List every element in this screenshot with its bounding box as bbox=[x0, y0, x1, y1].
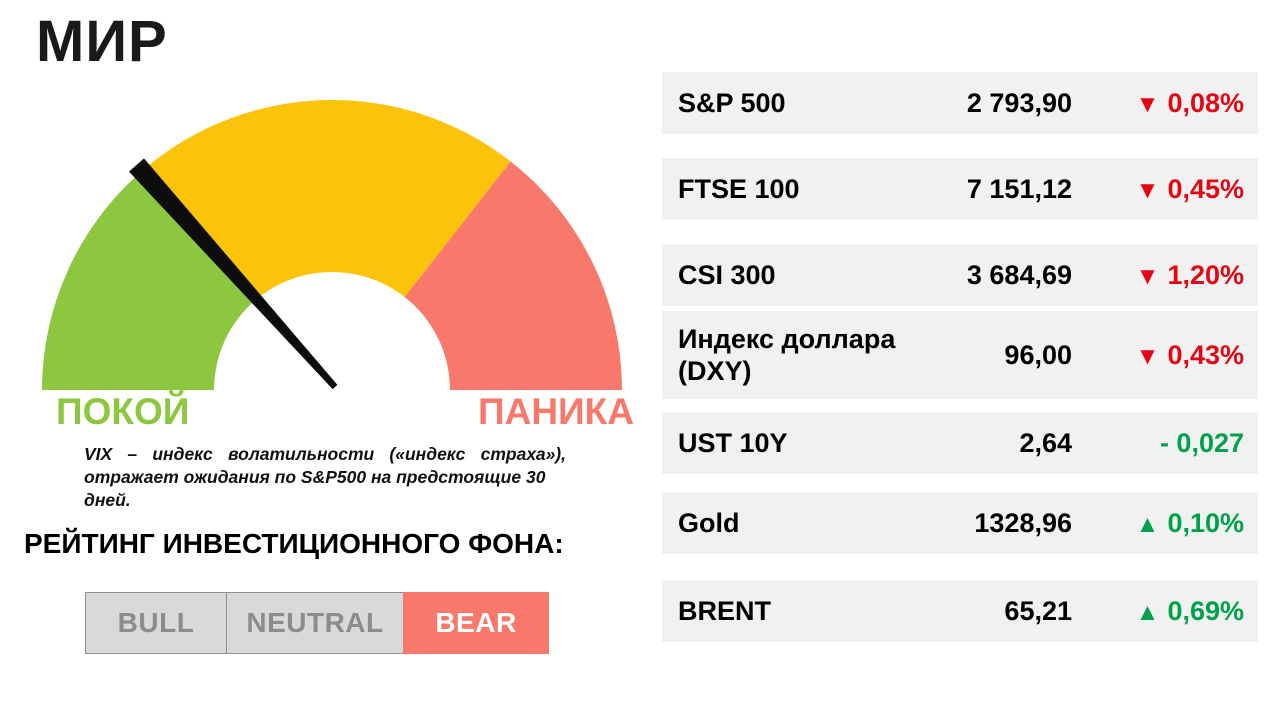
instrument-change: - 0,027 bbox=[1072, 428, 1244, 459]
quote-row: BRENT 65,21 ▲ 0,69% bbox=[662, 580, 1258, 642]
instrument-value: 3 684,69 bbox=[966, 259, 1072, 290]
vix-description-line2: отражает ожидания по S&P500 на предстоящ… bbox=[84, 467, 546, 511]
trend-arrow-icon: ▲ bbox=[1135, 598, 1160, 626]
instrument-name: BRENT bbox=[678, 595, 771, 626]
quotes-table: S&P 500 2 793,90 ▼ 0,08% FTSE 100 7 151,1… bbox=[662, 72, 1258, 642]
trend-arrow-icon: ▲ bbox=[1135, 510, 1160, 538]
gauge-label-calm: ПОКОЙ bbox=[56, 390, 189, 432]
instrument-value: 2,64 bbox=[1019, 427, 1072, 458]
quote-row: Индекс доллара (DXY) 96,00 ▼ 0,43% bbox=[662, 311, 1258, 399]
gauge-calm-segment bbox=[42, 167, 257, 390]
gauge-middle-segment bbox=[145, 100, 511, 300]
instrument-change: ▲ 0,10% bbox=[1072, 508, 1244, 539]
quote-row: S&P 500 2 793,90 ▼ 0,08% bbox=[662, 72, 1258, 134]
trend-arrow-icon: ▼ bbox=[1135, 176, 1160, 204]
instrument-value: 7 151,12 bbox=[966, 173, 1072, 204]
instrument-change: ▼ 0,45% bbox=[1072, 174, 1244, 205]
change-value: 0,43% bbox=[1167, 339, 1244, 370]
gauge-needle-icon bbox=[129, 158, 338, 390]
gauge-label-panic: ПАНИКА bbox=[478, 391, 634, 432]
instrument-name: Gold bbox=[678, 507, 740, 538]
instrument-change: ▲ 0,69% bbox=[1072, 596, 1244, 627]
rating-option-bull[interactable]: BULL bbox=[85, 592, 227, 654]
gauge-panic-segment bbox=[404, 161, 622, 390]
instrument-value: 1328,96 bbox=[974, 507, 1072, 538]
instrument-value: 96,00 bbox=[1004, 339, 1072, 370]
quote-row: FTSE 100 7 151,12 ▼ 0,45% bbox=[662, 158, 1258, 220]
instrument-value: 65,21 bbox=[1004, 595, 1072, 626]
rating-option-neutral[interactable]: NEUTRAL bbox=[226, 592, 404, 654]
change-value: 0,45% bbox=[1167, 173, 1244, 204]
vix-description-line1: VIX – индекс волатильности («индекс стра… bbox=[84, 444, 566, 464]
instrument-change: ▼ 0,08% bbox=[1072, 88, 1244, 119]
trend-arrow-icon: ▼ bbox=[1135, 262, 1160, 290]
instrument-name: CSI 300 bbox=[678, 259, 776, 290]
instrument-name: UST 10Y bbox=[678, 427, 788, 458]
change-value: 0,08% bbox=[1167, 87, 1244, 118]
rating-title: РЕЙТИНГ ИНВЕСТИЦИОННОГО ФОНА: bbox=[24, 528, 564, 559]
vix-description: VIX – индекс волатильности («индекс стра… bbox=[84, 443, 566, 512]
trend-arrow-icon: ▼ bbox=[1135, 342, 1160, 370]
change-value: 1,20% bbox=[1167, 259, 1244, 290]
instrument-name: FTSE 100 bbox=[678, 173, 800, 204]
change-value: 0,10% bbox=[1167, 507, 1244, 538]
quote-row: CSI 300 3 684,69 ▼ 1,20% bbox=[662, 244, 1258, 306]
instrument-name: S&P 500 bbox=[678, 87, 786, 118]
page-title: МИР bbox=[36, 9, 168, 74]
rating-selector: BULL NEUTRAL BEAR bbox=[85, 592, 549, 654]
quote-row: Gold 1328,96 ▲ 0,10% bbox=[662, 492, 1258, 554]
instrument-name: Индекс доллара (DXY) bbox=[678, 323, 896, 386]
rating-option-bear[interactable]: BEAR bbox=[403, 592, 549, 654]
quote-row: UST 10Y 2,64 - 0,027 bbox=[662, 412, 1258, 474]
change-value: 0,69% bbox=[1167, 595, 1244, 626]
trend-arrow-icon: ▼ bbox=[1135, 90, 1160, 118]
instrument-change: ▼ 1,20% bbox=[1072, 260, 1244, 291]
instrument-value: 2 793,90 bbox=[966, 87, 1072, 118]
instrument-change: ▼ 0,43% bbox=[1072, 340, 1244, 371]
change-value: - 0,027 bbox=[1159, 427, 1244, 458]
